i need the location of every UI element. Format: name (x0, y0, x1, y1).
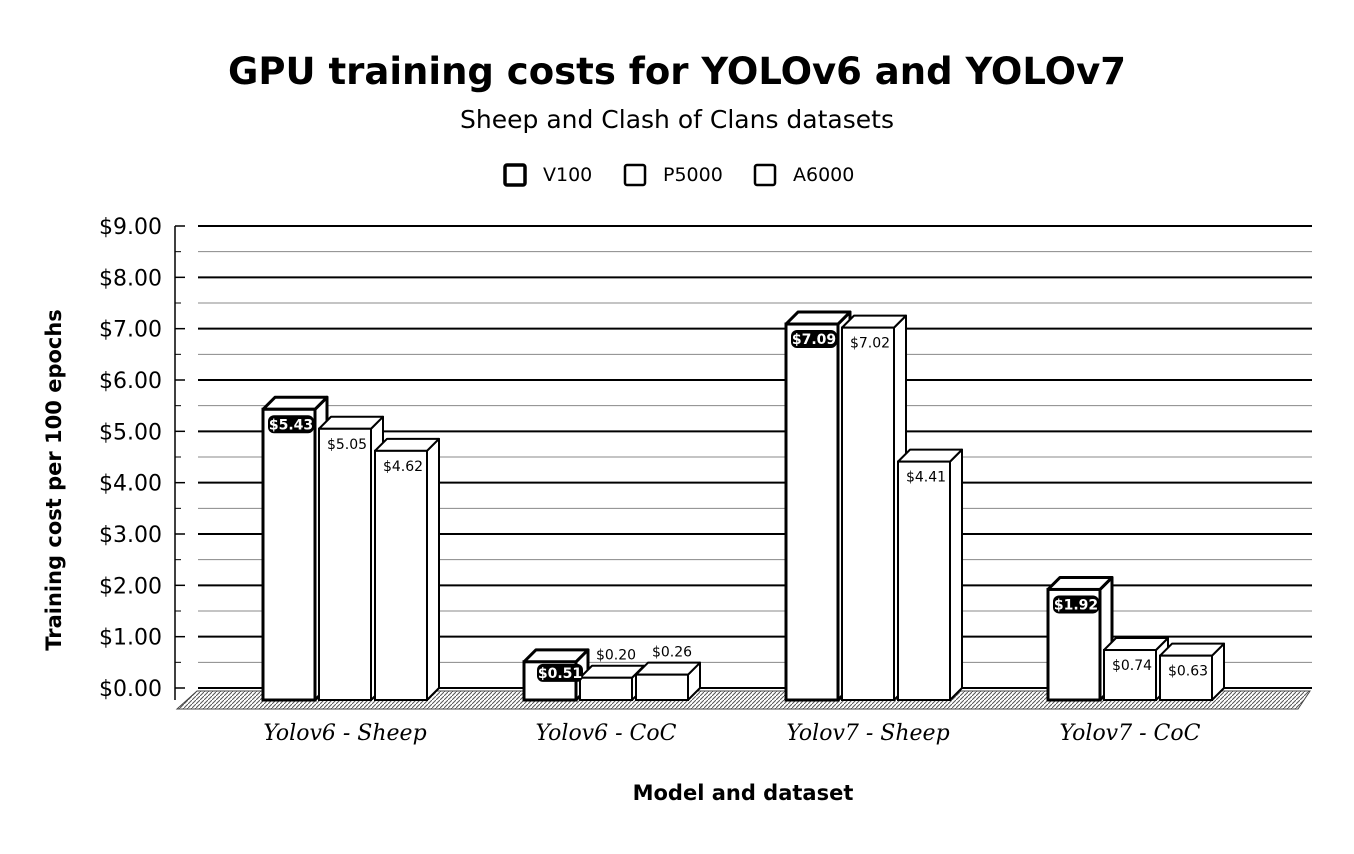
x-category-label: Yolov7 - CoC (1060, 721, 1201, 746)
y-tick-label: $4.00 (99, 472, 162, 497)
bar-a6000 (1159, 642, 1225, 701)
data-label-bg (537, 663, 583, 682)
legend-swatch-p5000 (623, 163, 647, 187)
y-tick-label: $0.00 (99, 677, 162, 702)
legend: V100 P5000 A6000 (503, 163, 854, 187)
x-category-label: Yolov7 - Sheep (786, 721, 949, 746)
x-category-label: Yolov6 - Sheep (263, 721, 426, 746)
chart-subtitle: Sheep and Clash of Clans datasets (460, 105, 894, 134)
x-axis-label: Model and dataset (633, 781, 854, 805)
data-label: $0.51 (538, 666, 582, 682)
data-label: $0.20 (596, 648, 636, 664)
bar-p5000 (579, 664, 645, 702)
chart-title: GPU training costs for YOLOv6 and YOLOv7 (228, 50, 1126, 93)
y-tick-label: $9.00 (99, 215, 162, 240)
y-tick-label: $3.00 (99, 523, 162, 548)
y-axis-label: Training cost per 100 epochs (42, 309, 66, 651)
bars (261, 310, 1225, 702)
data-label: $1.92 (1054, 597, 1098, 613)
x-category-label: Yolov6 - CoC (536, 721, 677, 746)
data-label-bg (791, 330, 837, 349)
bar-a6000 (374, 437, 440, 701)
y-tick-label: $6.00 (99, 369, 162, 394)
bar-a6000 (897, 448, 963, 701)
bar-p5000 (1103, 637, 1169, 701)
data-label-bg (1053, 595, 1099, 614)
legend-swatch-a6000 (753, 163, 777, 187)
legend-swatch-v100 (503, 163, 527, 187)
data-label: $0.74 (1112, 658, 1152, 674)
bar-p5000 (841, 314, 907, 701)
data-label-bg (268, 415, 314, 434)
x-axis-categories: Yolov6 - Sheep Yolov6 - CoC Yolov7 - Sheep… (263, 721, 1200, 746)
bar-v100 (261, 395, 329, 702)
data-label: $4.41 (906, 470, 946, 486)
data-label: $5.43 (269, 417, 313, 433)
legend-label-p5000: P5000 (663, 164, 723, 186)
data-label: $0.26 (652, 645, 692, 661)
data-label: $4.62 (383, 459, 423, 475)
bar-p5000 (318, 415, 384, 701)
data-labels: $5.43 $5.05 $4.62 $0.51 $0.20 $0.26 $7.09 $7.02… (268, 330, 1208, 682)
y-axis-ticks: $0.00 $1.00 $2.00 $3.00 $4.00 $5.00 $6.00 $7.00… (99, 215, 162, 702)
bar-v100 (784, 310, 852, 702)
y-tick-label: $5.00 (99, 420, 162, 445)
data-label: $7.02 (850, 336, 890, 352)
y-tick-label: $1.00 (99, 626, 162, 651)
data-label: $7.09 (792, 332, 836, 348)
data-label: $5.05 (327, 437, 367, 453)
data-label: $0.63 (1168, 664, 1208, 680)
legend-label-v100: V100 (543, 164, 592, 186)
bar-a6000 (635, 661, 701, 701)
legend-label-a6000: A6000 (793, 164, 854, 186)
y-tick-label: $2.00 (99, 574, 162, 599)
y-tick-label: $7.00 (99, 318, 162, 343)
y-tick-label: $8.00 (99, 266, 162, 291)
